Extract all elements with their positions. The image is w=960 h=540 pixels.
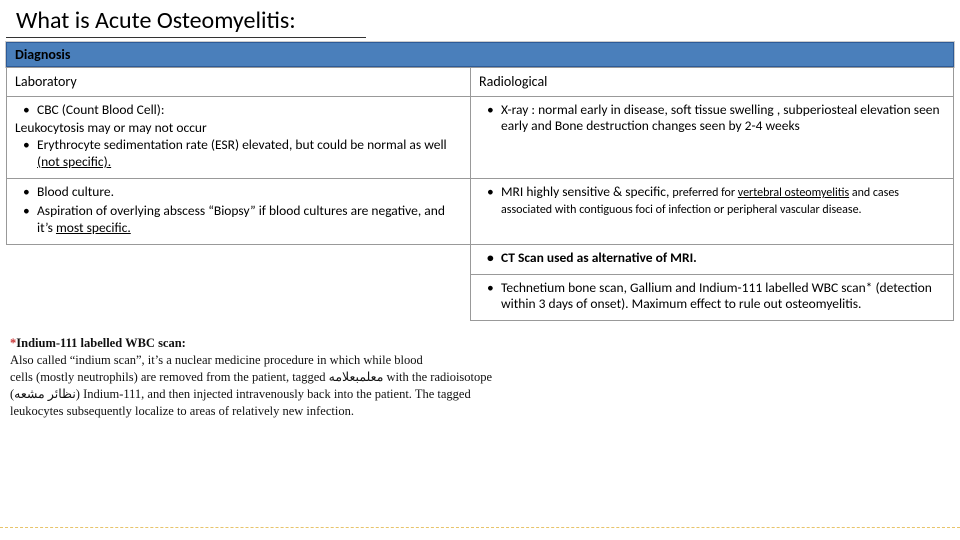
footnote-arabic1: معلمبعلامه: [329, 370, 384, 384]
page-title: What is Acute Osteomyelitis:: [6, 0, 366, 38]
rad-cell-3: CT Scan used as alternative of MRI.: [471, 244, 954, 274]
lab-empty: [7, 244, 471, 321]
diagnosis-table: Laboratory Radiological CBC (Count Blood…: [6, 67, 954, 321]
lab-cell-2: Blood culture. Aspiration of overlying a…: [7, 179, 471, 245]
lab-biopsy-underline: most specific.: [56, 219, 131, 236]
footnote-line4: leukocytes subsequently localize to area…: [10, 404, 354, 418]
rad-cell-4: Technetium bone scan, Gallium and Indium…: [471, 274, 954, 321]
lab-biopsy: Aspiration of overlying abscess “Biopsy”…: [23, 203, 462, 237]
table-header-row: Laboratory Radiological: [7, 68, 954, 97]
rad-cell-1: X-ray : normal early in disease, soft ti…: [471, 96, 954, 179]
lab-leukocytosis: Leukocytosis may or may not occur: [15, 120, 462, 137]
footnote-lead: Indium-111 labelled WBC scan:: [16, 336, 186, 350]
rad-mri-lead: MRI highly sensitive & specific,: [501, 183, 672, 200]
lab-esr-text: Erythrocyte sedimentation rate (ESR) ele…: [37, 136, 447, 153]
rad-bonescan: Technetium bone scan, Gallium and Indium…: [487, 280, 945, 314]
lab-cell-1: CBC (Count Blood Cell): Leukocytosis may…: [7, 96, 471, 179]
rad-xray: X-ray : normal early in disease, soft ti…: [487, 102, 945, 136]
table-row: CT Scan used as alternative of MRI.: [7, 244, 954, 274]
lab-esr-underline: (not specific).: [37, 153, 111, 170]
header-radiological: Radiological: [471, 68, 954, 97]
lab-cbc: CBC (Count Blood Cell):: [23, 102, 462, 119]
footnote-line2a: cells (mostly neutrophils) are removed f…: [10, 370, 329, 384]
rad-cell-2: MRI highly sensitive & specific, preferr…: [471, 179, 954, 245]
footnote-arabic2: نظائر مشعه: [14, 387, 76, 401]
section-header-diagnosis: Diagnosis: [6, 42, 954, 67]
rad-mri: MRI highly sensitive & specific, preferr…: [487, 184, 945, 218]
rad-ct: CT Scan used as alternative of MRI.: [487, 250, 945, 267]
header-laboratory: Laboratory: [7, 68, 471, 97]
footnote-line3b: ) Indium-111, and then injected intraven…: [76, 387, 471, 401]
footnote-line1: Also called “indium scan”, it’s a nuclea…: [10, 353, 423, 367]
lab-esr: Erythrocyte sedimentation rate (ESR) ele…: [23, 137, 462, 171]
footnote-line2b: with the radioisotope: [383, 370, 492, 384]
table-row: Blood culture. Aspiration of overlying a…: [7, 179, 954, 245]
footnote: *Indium-111 labelled WBC scan: Also call…: [0, 321, 960, 425]
dashed-separator: [0, 527, 960, 528]
table-row: CBC (Count Blood Cell): Leukocytosis may…: [7, 96, 954, 179]
lab-blood-culture: Blood culture.: [23, 184, 462, 201]
